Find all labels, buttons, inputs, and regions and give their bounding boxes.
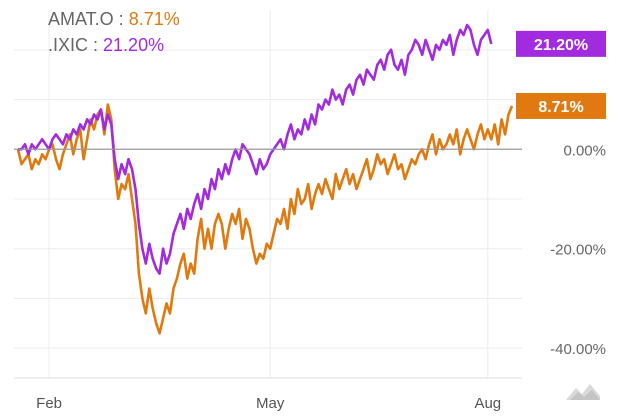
x-tick-label: Feb <box>36 395 62 412</box>
legend-item-ixic: .IXIC : 21.20% <box>48 32 180 58</box>
legend-ticker-amat: AMAT.O <box>48 9 114 29</box>
grid-layer <box>14 10 522 378</box>
series-layer <box>16 23 514 335</box>
end-label-box <box>516 30 606 57</box>
axis-layer <box>14 148 522 379</box>
x-tick-label: May <box>256 395 285 412</box>
legend-value-amat: 8.71% <box>128 9 180 29</box>
x-tick-label: Aug <box>474 395 501 412</box>
y-tick-label: 0.00% <box>563 142 606 159</box>
legend-item-amat: AMAT.O : 8.71% <box>48 6 180 32</box>
end-label-ixic: 21.20% <box>516 30 606 57</box>
chart-legend: AMAT.O : 8.71% .IXIC : 21.20% <box>48 6 180 58</box>
chart-logo-icon <box>566 384 600 400</box>
legend-value-ixic: 21.20% <box>103 35 165 55</box>
y-tick-label: -40.00% <box>550 341 606 358</box>
end-label-text: 8.71% <box>538 99 583 116</box>
legend-sep-ixic: : <box>88 35 104 55</box>
legend-sep-amat: : <box>113 9 129 29</box>
label-layer: 0.00% -20.00% -40.00% Feb May Aug 8.71% 21.20% <box>36 30 606 412</box>
end-label-text: 21.20% <box>534 37 588 54</box>
end-label-amat: 8.71% <box>516 92 606 119</box>
series-line-amat <box>16 103 514 335</box>
legend-ticker-ixic: .IXIC <box>48 35 89 55</box>
series-line-ixic <box>18 23 493 275</box>
y-tick-label: -20.00% <box>550 242 606 259</box>
end-label-box <box>516 92 606 119</box>
